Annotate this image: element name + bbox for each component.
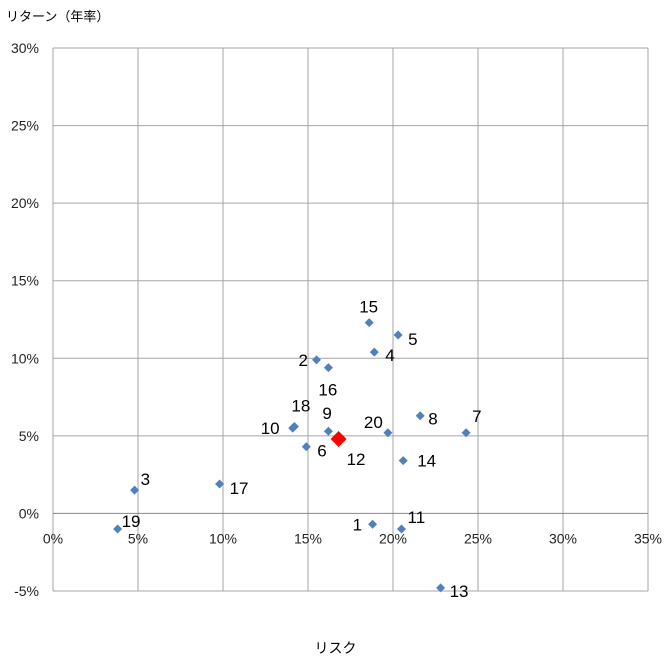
- y-tick-label: -5%: [14, 583, 39, 599]
- x-tick-label: 35%: [634, 530, 662, 546]
- x-tick-label: 30%: [549, 530, 577, 546]
- data-point-3: [130, 485, 140, 495]
- data-label-12: 12: [347, 450, 366, 469]
- x-tick-label: 5%: [128, 530, 148, 546]
- data-point-8: [415, 411, 425, 421]
- y-axis-title: リターン（年率）: [6, 9, 110, 24]
- x-tick-label: 15%: [294, 530, 322, 546]
- x-axis-title: リスク: [314, 640, 357, 656]
- y-tick-label: 0%: [19, 505, 39, 521]
- data-label-8: 8: [428, 410, 437, 429]
- data-label-20: 20: [364, 413, 383, 432]
- data-label-18: 18: [291, 397, 310, 416]
- y-tick-label: 10%: [11, 350, 39, 366]
- data-point-16: [323, 363, 333, 373]
- data-point-13: [436, 583, 446, 593]
- data-point-5: [393, 330, 403, 340]
- data-label-3: 3: [141, 470, 150, 489]
- data-point-7: [461, 428, 471, 438]
- y-tick-label: 15%: [11, 273, 39, 289]
- data-point-20: [383, 428, 393, 438]
- data-point-9: [323, 426, 333, 436]
- data-point-11: [397, 524, 406, 534]
- y-tick-label: 30%: [11, 40, 39, 56]
- data-point-14: [398, 456, 408, 466]
- y-tick-label: 5%: [19, 428, 39, 444]
- data-label-17: 17: [230, 479, 249, 498]
- data-label-4: 4: [385, 346, 394, 365]
- data-label-15: 15: [359, 298, 378, 317]
- data-point-6: [301, 442, 311, 452]
- x-tick-label: 10%: [209, 530, 237, 546]
- data-label-10: 10: [261, 419, 280, 438]
- data-label-6: 6: [317, 442, 326, 461]
- data-label-16: 16: [318, 381, 337, 400]
- data-point-2: [312, 355, 321, 365]
- data-label-14: 14: [417, 452, 436, 471]
- data-point-12: [330, 430, 347, 447]
- data-point-17: [215, 479, 225, 489]
- data-label-7: 7: [472, 407, 481, 426]
- data-point-15: [364, 318, 374, 328]
- x-tick-label: 0%: [43, 530, 63, 546]
- data-label-1: 1: [353, 515, 362, 534]
- data-label-11: 11: [408, 508, 426, 527]
- data-label-5: 5: [408, 330, 417, 349]
- y-tick-label: 20%: [11, 195, 39, 211]
- x-tick-label: 20%: [379, 530, 407, 546]
- data-point-19: [113, 524, 123, 534]
- data-point-18: [289, 422, 299, 432]
- data-point-1: [368, 519, 378, 529]
- data-label-13: 13: [450, 582, 469, 601]
- data-label-19: 19: [122, 512, 141, 531]
- data-label-9: 9: [322, 404, 331, 423]
- data-point-4: [369, 347, 379, 357]
- data-label-2: 2: [299, 351, 308, 370]
- x-tick-label: 25%: [464, 530, 492, 546]
- y-tick-label: 25%: [11, 118, 39, 134]
